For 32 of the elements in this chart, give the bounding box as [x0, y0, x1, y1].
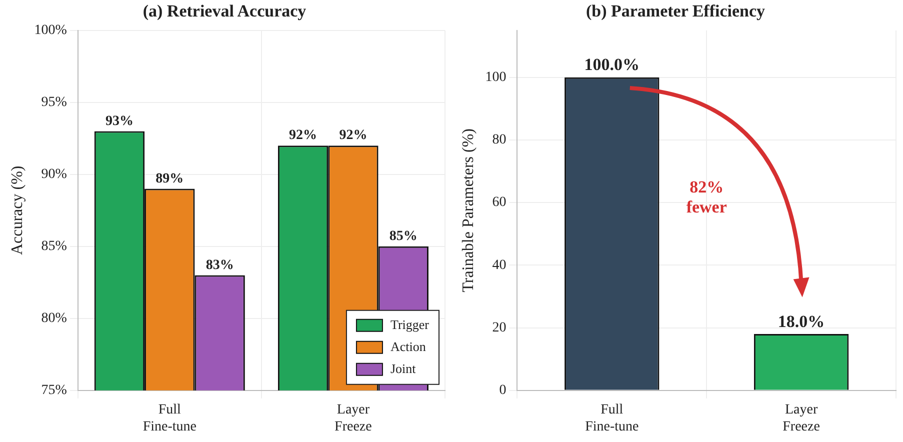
- y-tick-label: 40: [492, 258, 506, 273]
- legend-label: Joint: [390, 360, 416, 376]
- annotation: 82% fewer: [686, 177, 728, 216]
- y-tick-label: 80%: [41, 311, 68, 326]
- x-tick-label: Layer Freeze: [782, 402, 820, 434]
- data-label: 85%: [389, 229, 418, 244]
- y-tick-label: 100%: [34, 23, 68, 38]
- chart-title: (b) Parameter Efficiency: [586, 2, 766, 21]
- y-tick-label: 95%: [41, 95, 68, 110]
- data-label: 83%: [206, 258, 234, 273]
- legend-label: Action: [390, 338, 426, 354]
- data-label: 92%: [339, 128, 368, 144]
- data-label: 93%: [105, 114, 134, 129]
- x-tick-label: Full Fine-tune: [142, 402, 196, 434]
- y-tick-label: 85%: [41, 239, 68, 254]
- x-tick-label: Full Fine-tune: [585, 402, 639, 434]
- y-axis-title: Accuracy (%): [8, 166, 26, 256]
- y-tick-label: 100: [485, 70, 506, 86]
- data-label: 89%: [156, 171, 184, 186]
- chart-title: (a) Retrieval Accuracy: [142, 2, 307, 21]
- y-tick-label: 0: [499, 383, 506, 398]
- y-tick-label: 75%: [41, 383, 68, 398]
- y-tick-label: 60: [492, 195, 506, 210]
- data-label: 92%: [289, 128, 318, 144]
- x-tick-label: Layer Freeze: [334, 402, 372, 434]
- y-tick-label: 20: [492, 320, 506, 336]
- y-tick-label: 80: [492, 132, 506, 148]
- data-label: 18.0%: [778, 312, 825, 331]
- y-tick-label: 90%: [41, 167, 68, 182]
- legend-label: Trigger: [390, 316, 430, 332]
- data-label: 100.0%: [584, 55, 640, 74]
- y-axis-title: Trainable Parameters (%): [460, 128, 477, 292]
